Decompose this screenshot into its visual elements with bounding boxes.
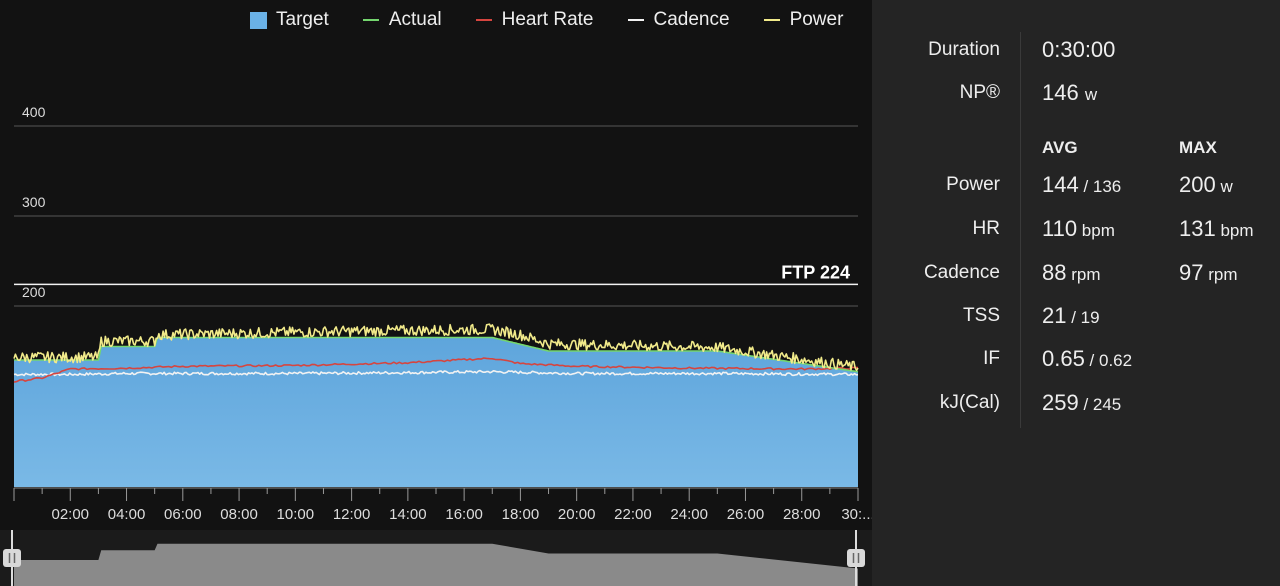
stat-label-hr: HR — [972, 218, 1000, 239]
heart-rate-line-icon — [475, 19, 492, 21]
avg-header: AVG — [1042, 138, 1078, 157]
duration-value: 0:30:00 — [1042, 37, 1116, 62]
legend-heart-rate-label: Heart Rate — [501, 9, 594, 30]
cadence-line-icon — [627, 19, 644, 21]
stat-label-power: Power — [946, 174, 1000, 195]
stat-max-cadence: 97 rpm — [1179, 260, 1238, 285]
duration-label: Duration — [928, 39, 1000, 60]
power-line-icon — [763, 19, 780, 21]
stat-label-kjcal: kJ(Cal) — [939, 392, 1000, 413]
legend-target-label: Target — [276, 9, 329, 30]
stat-label-tss: TSS — [963, 305, 1000, 326]
overview-target-area — [14, 543, 858, 586]
chart-legend: Target Actual Heart Rate Cadence Power — [250, 9, 843, 31]
stat-label-if: IF — [983, 348, 1000, 369]
stat-label-cadence: Cadence — [923, 262, 1000, 283]
stat-max-hr: 131 bpm — [1179, 216, 1254, 241]
legend-actual-label: Actual — [388, 9, 442, 30]
stat-avg-hr: 110 bpm — [1042, 216, 1115, 241]
stat-avg-power: 144 / 136 — [1042, 172, 1122, 197]
workout-overview-scrubber[interactable] — [0, 0, 872, 586]
legend-heart-rate[interactable]: Heart Rate — [475, 9, 594, 31]
legend-target[interactable]: Target — [250, 9, 329, 31]
stats-panel: Duration 0:30:00 NP® 146 w AVG MAX Power… — [872, 0, 1280, 586]
legend-actual[interactable]: Actual — [362, 9, 442, 31]
legend-power[interactable]: Power — [763, 9, 844, 31]
np-label: NP® — [959, 82, 1000, 103]
stat-max-power: 200 w — [1179, 172, 1233, 197]
actual-line-icon — [362, 19, 379, 21]
max-header: MAX — [1179, 138, 1217, 157]
np-value: 146 w — [1042, 80, 1098, 105]
legend-cadence-label: Cadence — [653, 9, 730, 30]
stats-divider — [1020, 32, 1021, 428]
stat-avg-cadence: 88 rpm — [1042, 260, 1101, 285]
overview-left-handle-grip-icon[interactable] — [3, 549, 21, 567]
target-swatch-icon — [250, 11, 267, 29]
legend-power-label: Power — [789, 9, 844, 30]
stat-avg-if: 0.65 / 0.62 — [1042, 346, 1133, 371]
stat-avg-tss: 21 / 19 — [1042, 303, 1100, 328]
workout-chart-panel: Target Actual Heart Rate Cadence Power 4… — [0, 0, 872, 586]
overview-right-handle-grip-icon[interactable] — [847, 549, 865, 567]
legend-cadence[interactable]: Cadence — [627, 9, 730, 31]
stat-avg-kjcal: 259 / 245 — [1042, 390, 1122, 415]
